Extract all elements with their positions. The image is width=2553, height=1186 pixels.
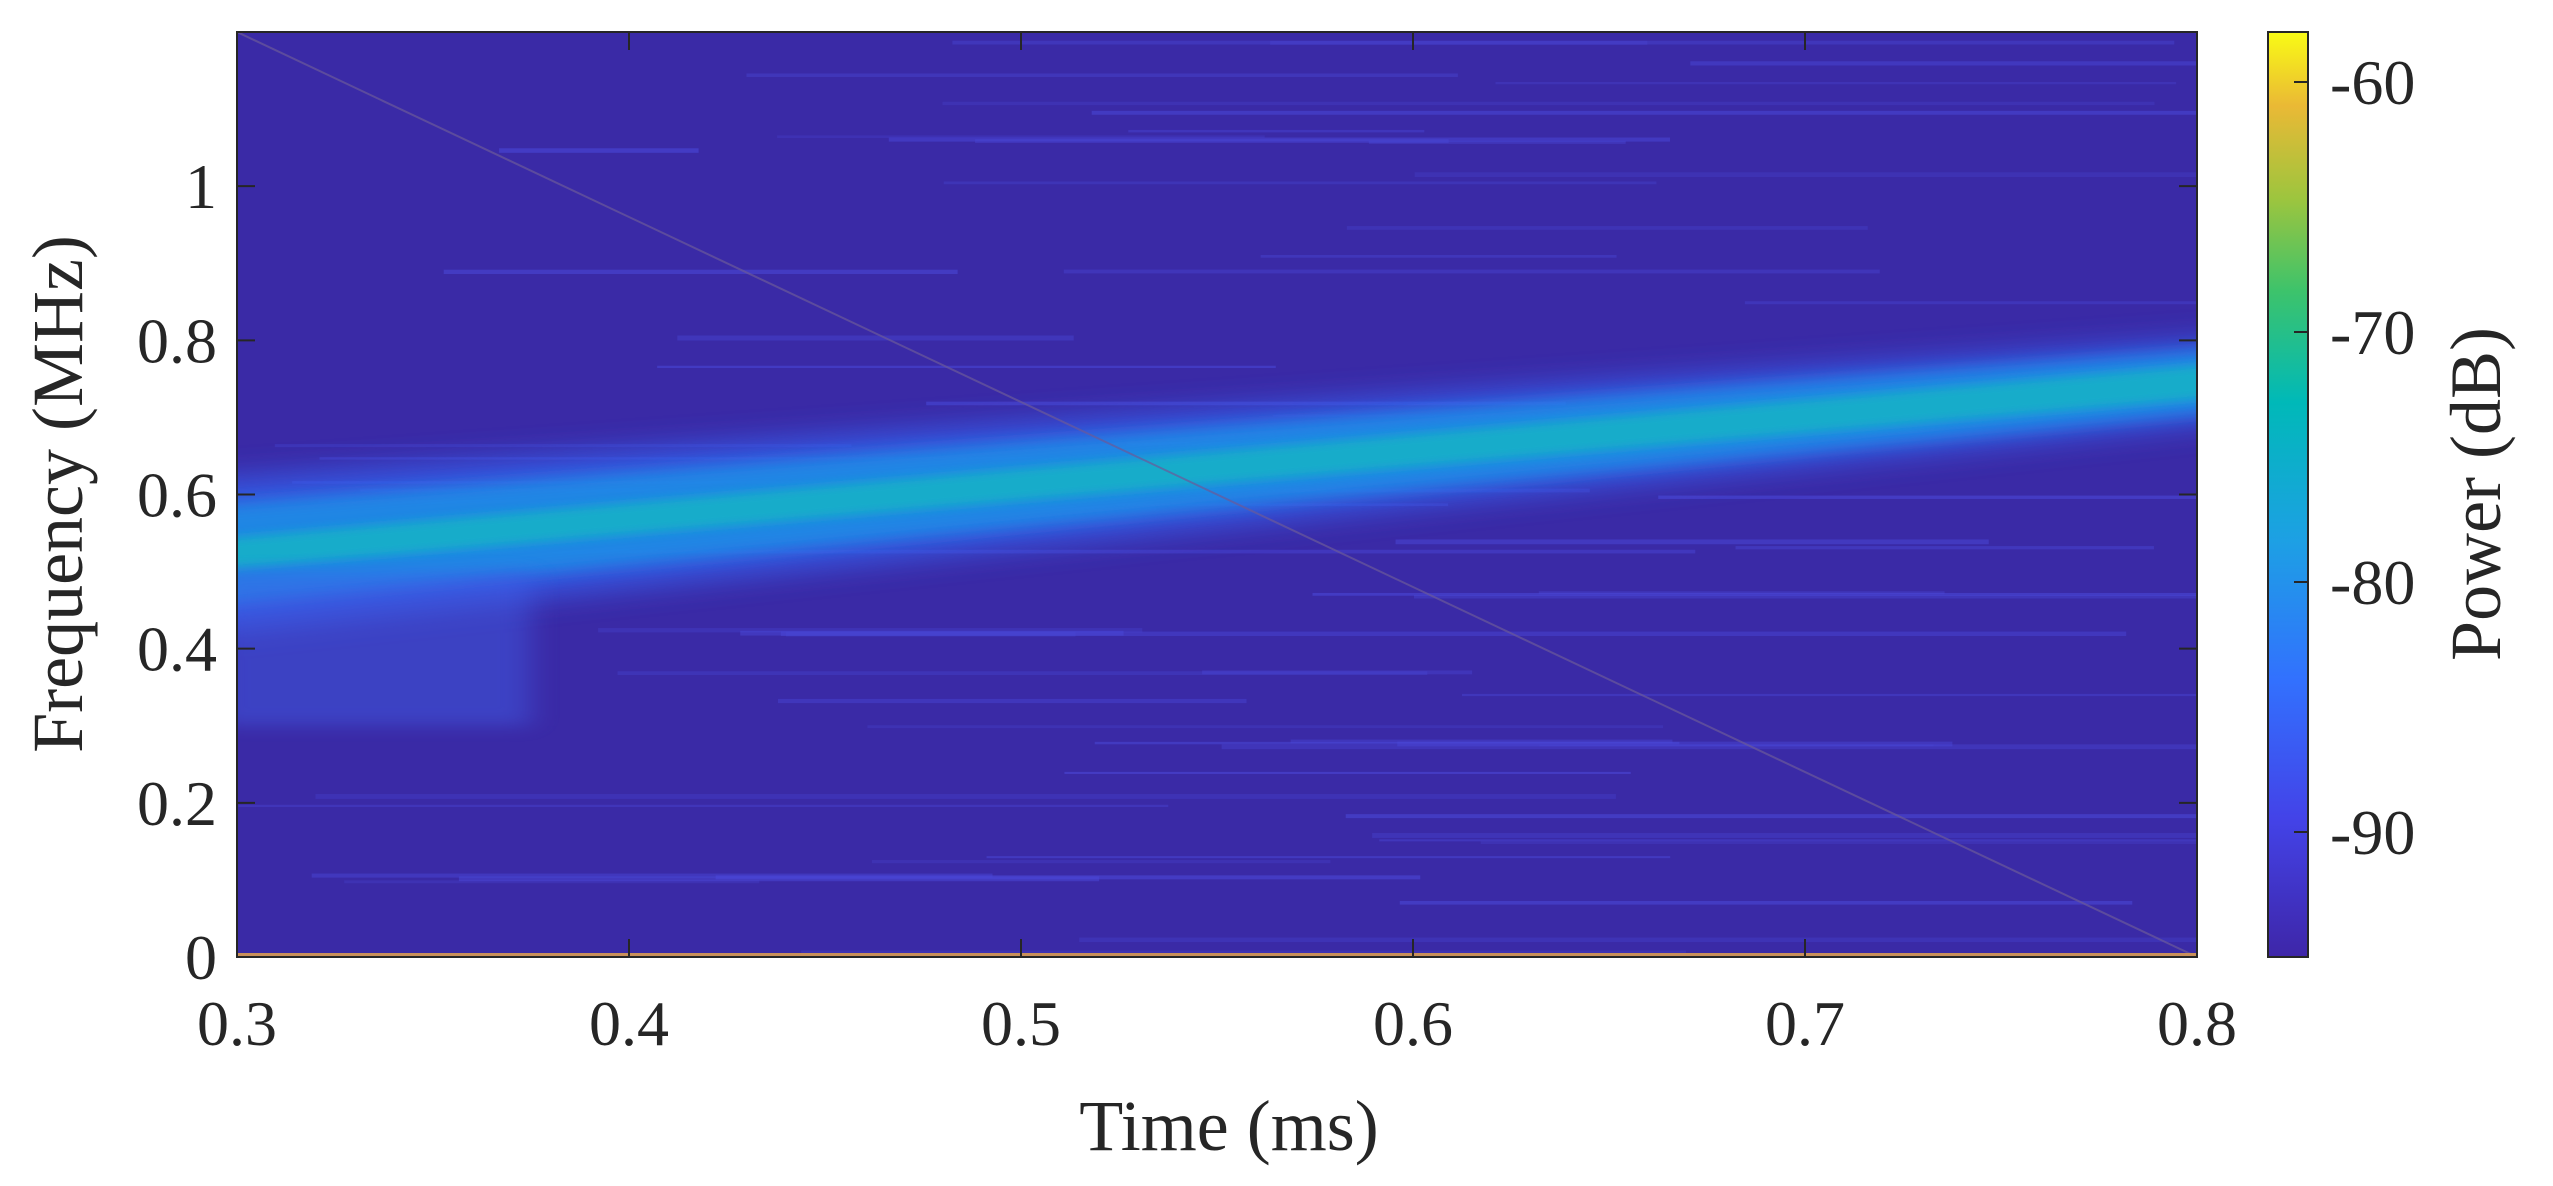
diagonal-line [237, 32, 2197, 957]
heatmap-streak [1345, 814, 2197, 819]
heatmap-streak [617, 671, 1428, 675]
y-tick-label: 0.8 [137, 305, 217, 376]
heatmap-streak [1658, 495, 2197, 499]
heatmap-streak [1480, 841, 2197, 845]
heatmap-streak [1379, 839, 2197, 842]
colorbar-ticks: -60 -70 -80 -90 [2294, 47, 2415, 868]
y-axis: 0 0.2 0.4 0.6 0.8 1 [137, 151, 2197, 993]
heatmap-streak [344, 880, 760, 884]
heatmap-streak [1270, 40, 1648, 45]
heatmap-streak [867, 725, 1664, 729]
heatmap-streak [1372, 833, 2197, 838]
heatmap-streak [1744, 301, 2197, 305]
heatmap-streak [1539, 744, 1934, 747]
signal-band [237, 339, 2197, 726]
heatmap-streak [871, 860, 1331, 864]
plot-area [237, 32, 2197, 957]
heatmap-streak [952, 40, 2175, 45]
colorbar-tick-label: -90 [2330, 797, 2415, 868]
x-axis: 0.3 0.4 0.5 0.6 0.7 0.8 [197, 32, 2237, 1059]
x-tick-label: 0.3 [197, 988, 277, 1059]
heatmap-streak [1395, 539, 1989, 545]
heatmap-streak [1368, 140, 1626, 144]
x-tick-label: 0.8 [2157, 988, 2237, 1059]
heatmap-streak [1413, 594, 2197, 599]
heatmap-streak [888, 137, 1671, 142]
y-tick-label: 0.4 [137, 614, 217, 685]
heatmap-streak [1221, 744, 2197, 750]
heatmap-streak [1735, 546, 2154, 550]
heatmap-streak [274, 444, 852, 448]
colorbar-tick-label: -60 [2330, 47, 2415, 118]
x-tick-label: 0.5 [981, 988, 1061, 1059]
heatmap-streak [777, 698, 1247, 704]
heatmap-streak [1690, 61, 2197, 66]
heatmap-streak [1346, 226, 1868, 230]
heatmap-streak [1414, 172, 2197, 178]
heatmap-streak [785, 631, 1076, 637]
colorbar: -60 -70 -80 -90 Power (dB) [2267, 31, 2516, 958]
heatmap-streak [1260, 255, 1617, 258]
heatmap-streak [1312, 592, 2197, 596]
heatmap-streak [677, 335, 1074, 341]
heatmap-streak [598, 628, 1143, 633]
heatmap-streak [499, 148, 699, 153]
y-axis-label: Frequency (MHz) [18, 235, 98, 753]
y-tick-label: 0.2 [137, 768, 217, 839]
heatmap-streak [715, 875, 1421, 880]
x-axis-label: Time (ms) [1079, 1086, 1378, 1166]
colorbar-gradient [2267, 31, 2309, 958]
colorbar-label: Power (dB) [2436, 327, 2516, 661]
heatmap-streak [780, 631, 2127, 637]
heatmap-streak [1495, 81, 2177, 85]
heatmap-streak [942, 101, 2155, 106]
heatmap-streak [746, 73, 1458, 77]
x-tick-label: 0.4 [589, 988, 669, 1059]
heatmap-streak [1538, 591, 1945, 595]
heatmap-streak [315, 794, 1616, 799]
colorbar-tick-label: -70 [2330, 297, 2415, 368]
heatmap-streak [1399, 900, 2133, 905]
heatmap-streak [1063, 269, 1880, 274]
heatmap-streak [943, 181, 1657, 185]
y-tick-label: 0 [185, 922, 217, 993]
heatmap-streak [443, 269, 958, 274]
signal-band-tail [237, 571, 531, 726]
heatmap-streak [926, 401, 1566, 406]
heatmap-streak [238, 804, 1169, 808]
y-tick-label: 0.6 [137, 460, 217, 531]
colorbar-tick-label: -80 [2330, 547, 2415, 618]
x-tick-label: 0.7 [1765, 988, 1845, 1059]
heatmap-streak [1094, 741, 1680, 745]
heatmap-streak [355, 549, 1696, 554]
heatmap-streak [1462, 693, 2197, 697]
heatmap-streak [1064, 771, 1631, 774]
heatmap-streak [1128, 129, 1425, 133]
heatmap-streak [657, 365, 1276, 368]
heatmap-streak [1397, 741, 1953, 747]
heatmap-streak [1091, 110, 2197, 115]
heatmap-streak [801, 950, 1687, 954]
heatmap-streak [986, 856, 1671, 859]
heatmap-streak [1202, 670, 1473, 675]
heatmap-streak [1290, 739, 1673, 744]
heatmap-streak [777, 135, 1265, 139]
signal-band-core [237, 365, 2197, 569]
heatmap-streak [1079, 937, 2197, 943]
heatmap-streak [311, 873, 993, 878]
x-tick-label: 0.6 [1373, 988, 1453, 1059]
y-tick-label: 1 [185, 151, 217, 222]
heatmap-streak [740, 630, 1124, 636]
